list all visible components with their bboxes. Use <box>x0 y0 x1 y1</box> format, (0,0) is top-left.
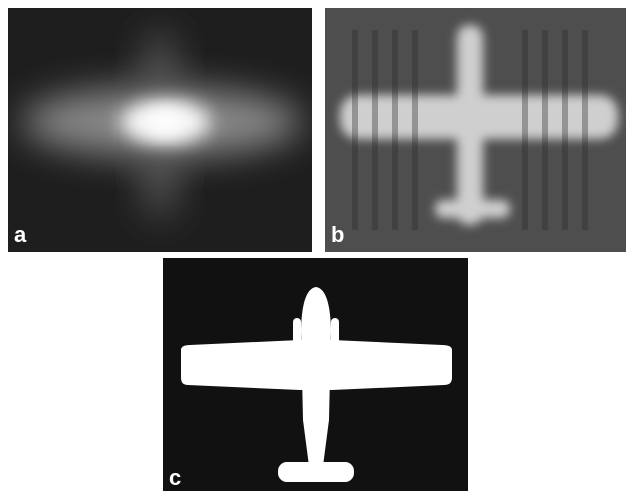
page: a b c (() => { const data = JSON.parse(d… <box>0 0 626 491</box>
panel-a <box>8 8 312 252</box>
panel-label: b <box>331 222 344 247</box>
panel-label: c <box>169 465 181 490</box>
panel-b <box>325 8 626 252</box>
panel-c <box>163 258 468 491</box>
figure: a b c <box>0 0 626 491</box>
panel-label: a <box>14 222 27 247</box>
